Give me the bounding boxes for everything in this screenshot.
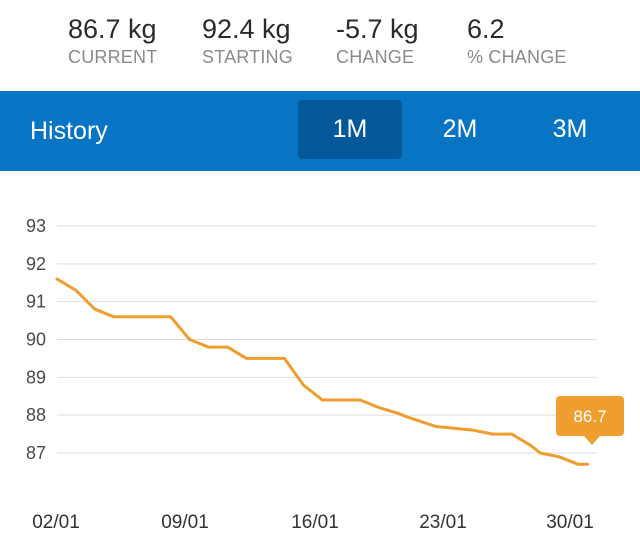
tab-3m[interactable]: 3M [552, 115, 588, 143]
stat-change: -5.7 kg CHANGE [336, 12, 419, 68]
y-tick-label: 92 [26, 254, 46, 274]
tab-2m[interactable]: 2M [442, 115, 478, 143]
x-tick-label: 23/01 [419, 512, 467, 533]
stat-percent-change: 6.2 % CHANGE [467, 12, 567, 68]
stat-change-label: CHANGE [336, 47, 415, 67]
stat-starting-label: STARTING [202, 47, 293, 67]
x-tick-label: 30/01 [546, 512, 594, 533]
stat-percent-change-value: 6.2 [467, 14, 505, 44]
x-tick-label: 02/01 [32, 512, 80, 533]
stat-current-value: 86.7 kg [68, 14, 157, 44]
y-tick-label: 91 [26, 292, 46, 312]
x-tick-label: 09/01 [161, 512, 209, 533]
weight-series-line [55, 277, 589, 466]
chart-svg: 93 92 91 90 89 88 87 02/01 09/01 16/01 23/01 30/01 8… [26, 216, 624, 533]
y-tick-label: 88 [26, 405, 46, 425]
y-tick-label: 89 [26, 367, 46, 387]
stat-current-label: CURRENT [68, 47, 158, 67]
stats-header: 86.7 kg CURRENT 92.4 kg STARTING -5.7 kg… [0, 0, 640, 91]
stat-current: 86.7 kg CURRENT [68, 12, 157, 68]
stat-starting: 92.4 kg STARTING [202, 12, 293, 68]
y-tick-label: 93 [26, 216, 46, 236]
weight-history-chart: 93 92 91 90 89 88 87 02/01 09/01 16/01 23/01 30/01 8… [0, 171, 640, 545]
stat-starting-value: 92.4 kg [202, 14, 291, 44]
stat-change-value: -5.7 kg [336, 14, 419, 44]
tooltip-label: 86.7 [573, 407, 606, 426]
history-bar: History 1M 2M 3M [0, 91, 640, 171]
current-value-tooltip [556, 396, 624, 436]
x-tick-label: 16/01 [291, 512, 339, 533]
tab-1m[interactable]: 1M [298, 100, 402, 159]
stat-percent-change-label: % CHANGE [467, 47, 567, 67]
tooltip-pointer [584, 436, 600, 445]
history-title: History [30, 117, 108, 145]
y-tick-label: 87 [26, 443, 46, 463]
y-tick-label: 90 [26, 330, 46, 350]
